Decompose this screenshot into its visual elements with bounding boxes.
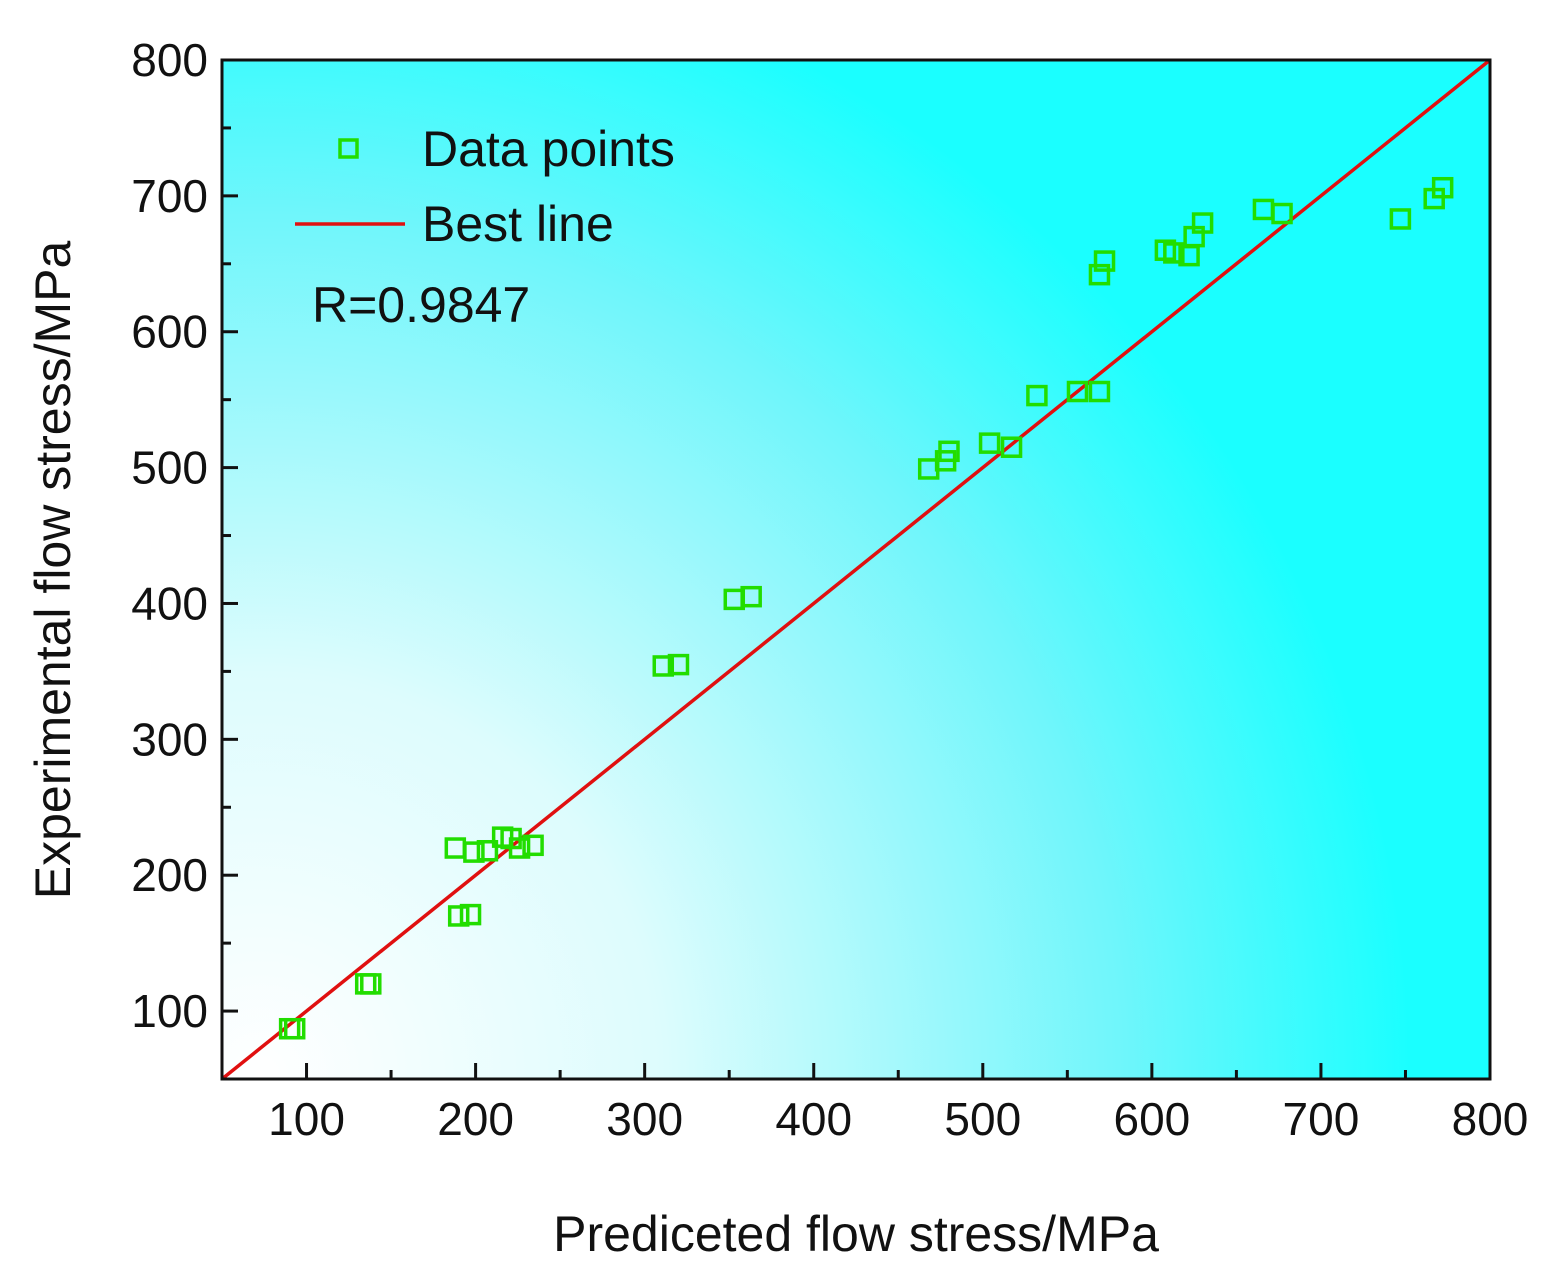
y-tick-label: 100 bbox=[131, 985, 208, 1037]
axis-tick-labels: 100 200 300 400 500 600 700 800 100 200 300 400 500 6… bbox=[131, 34, 1528, 1145]
x-tick-label: 400 bbox=[775, 1093, 852, 1145]
data-point bbox=[1066, 380, 1089, 403]
data-point bbox=[1163, 242, 1185, 264]
x-tick-label: 700 bbox=[1283, 1093, 1360, 1145]
data-point bbox=[740, 585, 762, 608]
y-axis-title: Experimental flow stress/MPa bbox=[25, 241, 81, 900]
best-fit-line bbox=[222, 60, 1490, 1079]
legend-label-best-line: Best line bbox=[422, 196, 614, 252]
legend-marker-square bbox=[338, 138, 359, 159]
data-point bbox=[938, 440, 960, 463]
data-point bbox=[1431, 176, 1454, 199]
data-point bbox=[476, 839, 499, 862]
data-point bbox=[283, 1017, 306, 1040]
data-point bbox=[1093, 250, 1116, 272]
data-point bbox=[978, 432, 1001, 454]
y-tick-label: 600 bbox=[131, 306, 208, 358]
x-tick-label: 200 bbox=[437, 1093, 514, 1145]
legend-label-data-points: Data points bbox=[422, 121, 675, 177]
data-point bbox=[1000, 436, 1023, 458]
legend: Data points Best line R=0.9847 bbox=[295, 121, 675, 333]
y-tick-label: 800 bbox=[131, 34, 208, 86]
y-tick-label: 700 bbox=[131, 170, 208, 222]
x-tick-label: 100 bbox=[268, 1093, 345, 1145]
data-point bbox=[360, 973, 382, 995]
data-points bbox=[278, 176, 1454, 1040]
x-tick-label: 300 bbox=[606, 1093, 683, 1145]
y-tick-label: 400 bbox=[131, 577, 208, 629]
data-point bbox=[522, 834, 544, 857]
data-point bbox=[1389, 208, 1412, 230]
data-point bbox=[1026, 384, 1048, 407]
data-point bbox=[463, 841, 485, 863]
data-point bbox=[1088, 263, 1111, 286]
data-point bbox=[1271, 202, 1293, 225]
r-value-annotation: R=0.9847 bbox=[312, 277, 530, 333]
data-point bbox=[652, 655, 675, 677]
y-tick-label: 500 bbox=[131, 442, 208, 494]
x-axis-title: Prediceted flow stress/MPa bbox=[553, 1206, 1159, 1262]
plot-frame bbox=[220, 58, 1492, 1081]
data-point bbox=[667, 653, 690, 676]
data-point bbox=[1191, 212, 1214, 234]
x-tick-label: 800 bbox=[1452, 1093, 1529, 1145]
data-point bbox=[1088, 380, 1111, 403]
data-point bbox=[447, 905, 470, 927]
data-point bbox=[459, 903, 482, 926]
x-tick-label: 600 bbox=[1113, 1093, 1190, 1145]
x-tick-label: 500 bbox=[944, 1093, 1021, 1145]
y-tick-label: 300 bbox=[131, 713, 208, 765]
data-point bbox=[508, 837, 531, 859]
y-tick-label: 200 bbox=[131, 849, 208, 901]
